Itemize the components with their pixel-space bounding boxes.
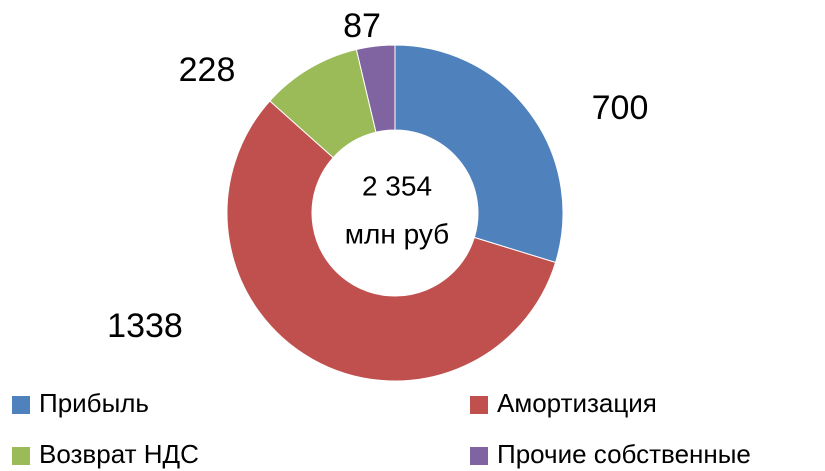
data-label: 228 bbox=[179, 51, 236, 89]
legend-label: Прибыль bbox=[39, 388, 149, 418]
donut-segment bbox=[226, 100, 557, 382]
data-label: 700 bbox=[592, 89, 649, 127]
legend-label: Амортизация bbox=[497, 388, 657, 418]
legend-label: Прочие собственные bbox=[497, 439, 751, 469]
data-label: 87 bbox=[343, 7, 381, 45]
data-label: 1338 bbox=[107, 307, 183, 345]
legend-swatch bbox=[470, 447, 488, 465]
legend-label: Возврат НДС bbox=[39, 439, 199, 469]
legend-swatch bbox=[12, 447, 30, 465]
donut-segment bbox=[269, 48, 377, 159]
legend-swatch bbox=[470, 396, 488, 414]
center-text: 2 354 bbox=[362, 170, 432, 201]
center-text: млн руб bbox=[345, 218, 449, 249]
donut-segment bbox=[394, 44, 564, 264]
legend-swatch bbox=[12, 396, 30, 414]
